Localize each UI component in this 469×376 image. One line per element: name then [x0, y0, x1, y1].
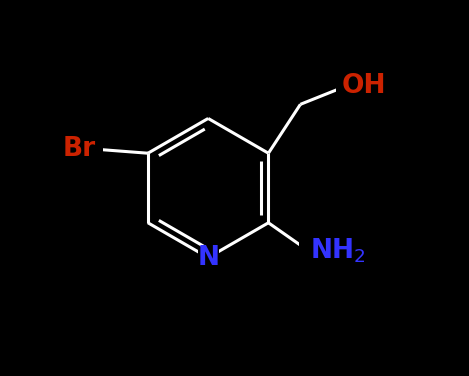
Text: N: N [197, 244, 219, 271]
Text: NH$_2$: NH$_2$ [310, 237, 365, 265]
FancyBboxPatch shape [336, 73, 370, 94]
FancyBboxPatch shape [298, 242, 348, 264]
FancyBboxPatch shape [198, 247, 219, 268]
Text: Br: Br [62, 136, 95, 162]
FancyBboxPatch shape [65, 138, 103, 161]
Text: OH: OH [342, 73, 386, 99]
